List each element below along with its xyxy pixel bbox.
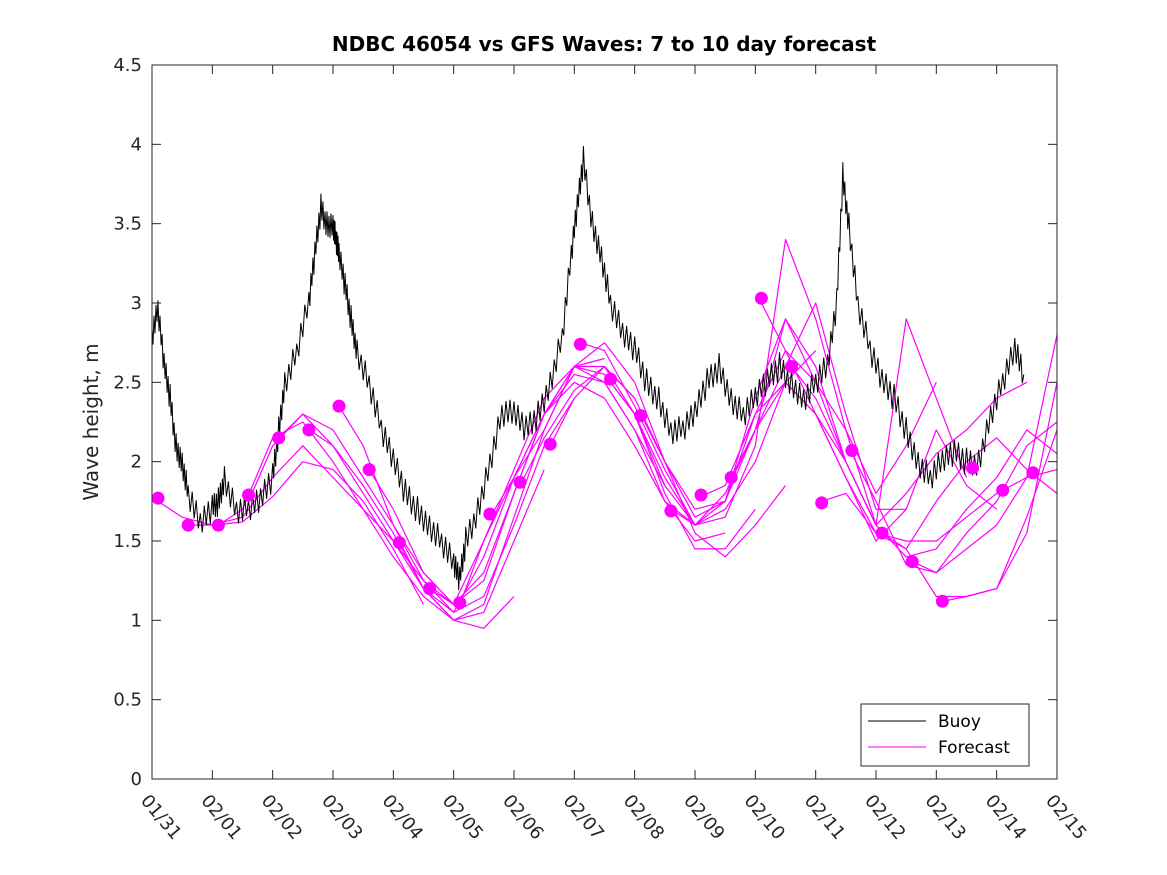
forecast-marker [151, 491, 165, 505]
forecast-marker [966, 461, 980, 475]
forecast-series-line [791, 366, 1058, 558]
legend-box [860, 703, 1030, 767]
forecast-series-line [580, 238, 877, 526]
forecast-marker [634, 409, 648, 423]
forecast-marker [996, 483, 1010, 497]
forecast-series-line [459, 365, 756, 605]
forecast-marker [754, 291, 768, 305]
chart-title: NDBC 46054 vs GFS Waves: 7 to 10 day for… [332, 32, 877, 56]
buoy-series-group [151, 145, 1025, 590]
forecast-marker [573, 337, 587, 351]
y-tick-label: 2.5 [113, 372, 142, 393]
forecast-marker [664, 504, 678, 518]
y-tick-label: 1 [131, 610, 142, 631]
y-tick-label: 3 [131, 293, 142, 314]
legend: Buoy Forecast [860, 703, 1030, 767]
forecast-series-line [489, 342, 786, 558]
forecast-marker [785, 359, 799, 373]
forecast-marker [694, 488, 708, 502]
legend-buoy-label: Buoy [938, 712, 981, 732]
y-tick-label: 2 [131, 452, 142, 473]
forecast-marker [815, 496, 829, 510]
forecast-marker [483, 507, 497, 521]
y-tick-label: 4.5 [113, 55, 142, 76]
forecast-series-line [278, 397, 575, 614]
forecast-marker [242, 488, 256, 502]
y-tick-label: 4 [131, 134, 142, 155]
plot-frame [151, 64, 1058, 780]
y-axis-label: Wave height, m [79, 343, 103, 500]
forecast-marker [905, 555, 919, 569]
forecast-series-line [549, 318, 847, 518]
forecast-marker [302, 423, 316, 437]
y-tick-labels: 0 0.5 1 1.5 2 2.5 3 3.5 4 4.5 [113, 55, 142, 790]
forecast-marker [392, 536, 406, 550]
y-tick-label: 3.5 [113, 214, 142, 235]
forecast-series-line [670, 318, 968, 526]
y-tick-label: 0 [131, 769, 142, 790]
forecast-marker [423, 582, 437, 596]
y-tick-label: 0.5 [113, 690, 142, 711]
forecast-marker [272, 431, 286, 445]
forecast-series-line [519, 350, 817, 526]
forecast-marker [181, 518, 195, 532]
forecast-markers-group [151, 291, 1040, 610]
forecast-series-line [911, 334, 1058, 574]
plot-area [152, 65, 1057, 779]
forecast-series-group [157, 238, 1058, 629]
forecast-series-line [218, 421, 515, 629]
forecast-marker [513, 475, 527, 489]
forecast-marker [362, 463, 376, 477]
forecast-marker [211, 518, 225, 532]
forecast-marker [543, 437, 557, 451]
forecast-marker [724, 471, 738, 485]
forecast-marker [875, 526, 889, 540]
forecast-marker [332, 399, 346, 413]
buoy-series-line [151, 145, 1025, 590]
forecast-marker [604, 372, 618, 386]
forecast-marker [845, 444, 859, 458]
forecast-series-line [851, 421, 1058, 574]
forecast-marker [935, 594, 949, 608]
forecast-series-line [942, 382, 1058, 602]
forecast-marker [453, 596, 467, 610]
y-tick-label: 1.5 [113, 531, 142, 552]
legend-forecast-label: Forecast [938, 738, 1010, 758]
forecast-series-line [821, 469, 1058, 542]
forecast-marker [1026, 466, 1040, 480]
forecast-series-line [338, 365, 636, 606]
